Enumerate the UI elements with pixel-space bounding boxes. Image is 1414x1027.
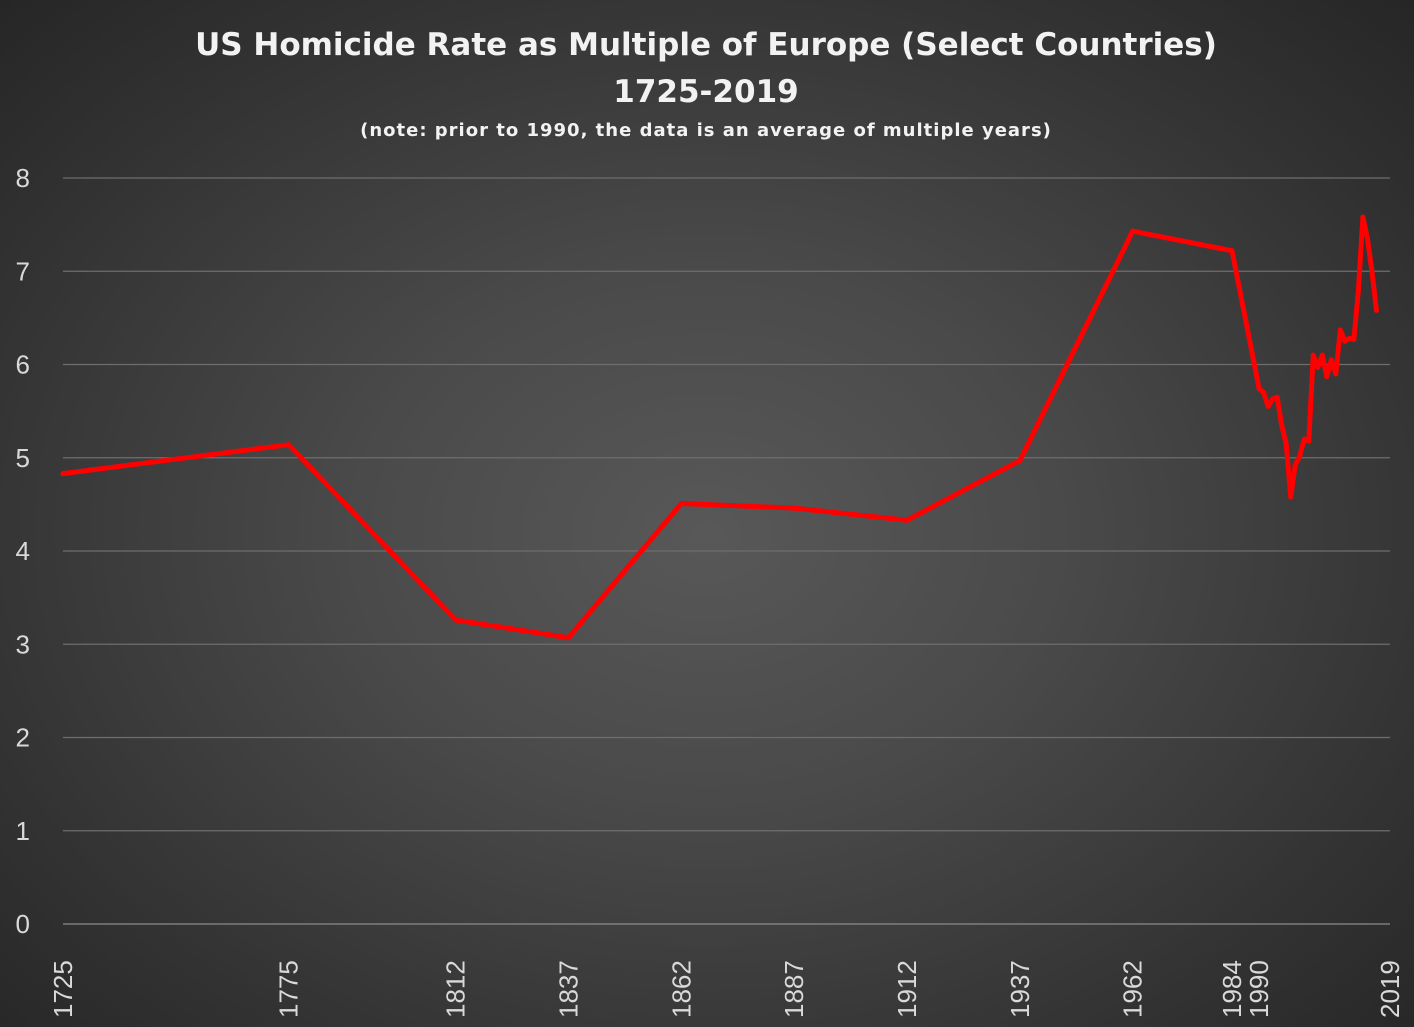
y-tick-label: 3 — [16, 629, 30, 659]
data-point — [1261, 389, 1267, 395]
data-point — [60, 471, 66, 477]
data-point — [1297, 453, 1303, 459]
chart-subtitle: 1725-2019 — [613, 74, 798, 110]
data-point — [1017, 458, 1023, 464]
data-point — [678, 500, 684, 506]
x-tick-label: 1887 — [779, 960, 809, 1018]
x-tick-label: 1984 — [1217, 960, 1247, 1018]
data-point — [1337, 327, 1343, 333]
y-tick-label: 8 — [16, 163, 30, 193]
data-point — [453, 617, 459, 623]
x-tick-label: 1837 — [554, 960, 584, 1018]
y-tick-label: 1 — [16, 816, 30, 846]
x-axis: 1725 1775 1812 1837 1862 1887 1912 1937 1962 1984… — [48, 960, 1405, 1018]
data-point — [1310, 352, 1316, 358]
series-layer — [60, 214, 1379, 641]
x-tick-label: 1812 — [441, 960, 471, 1018]
data-point — [1292, 462, 1298, 468]
data-point — [1355, 287, 1361, 293]
gridlines — [63, 177, 1390, 925]
x-tick-label: 2019 — [1375, 960, 1405, 1018]
x-tick-label: 1990 — [1244, 960, 1274, 1018]
data-point — [1333, 371, 1339, 377]
data-point — [1270, 396, 1276, 402]
y-axis: 0 1 2 3 4 5 6 7 8 — [16, 163, 30, 939]
data-point — [1279, 422, 1285, 428]
data-point — [1315, 364, 1321, 370]
data-point — [1283, 441, 1289, 447]
series-line-0 — [60, 214, 1379, 641]
data-point — [566, 635, 572, 641]
data-point — [791, 505, 797, 511]
data-point — [904, 517, 910, 523]
x-tick-label: 1775 — [274, 960, 304, 1018]
data-point — [1342, 338, 1348, 344]
y-tick-label: 4 — [16, 536, 30, 566]
x-tick-label: 1862 — [666, 960, 696, 1018]
data-point — [1265, 403, 1271, 409]
data-point — [1288, 494, 1294, 500]
data-point — [1306, 438, 1312, 444]
x-tick-label: 1725 — [48, 960, 78, 1018]
data-point — [1256, 386, 1262, 392]
x-tick-label: 1962 — [1118, 960, 1148, 1018]
data-point — [1130, 228, 1136, 234]
data-point — [1360, 214, 1366, 220]
data-point — [1229, 248, 1235, 254]
data-point — [1274, 394, 1280, 400]
data-point — [1351, 336, 1357, 342]
data-point — [1319, 352, 1325, 358]
y-tick-label: 2 — [16, 723, 30, 753]
chart-title: US Homicide Rate as Multiple of Europe (… — [195, 27, 1217, 63]
y-tick-label: 7 — [16, 256, 30, 286]
x-tick-label: 1912 — [892, 960, 922, 1018]
data-point — [1373, 307, 1379, 313]
y-tick-label: 6 — [16, 350, 30, 380]
data-point — [1301, 436, 1307, 442]
data-point — [1346, 335, 1352, 341]
data-point — [1364, 236, 1370, 242]
y-tick-label: 5 — [16, 443, 30, 473]
y-tick-label: 0 — [16, 909, 30, 939]
data-point — [1328, 357, 1334, 363]
data-point — [1324, 374, 1330, 380]
data-point — [1369, 268, 1375, 274]
x-tick-label: 1937 — [1005, 960, 1035, 1018]
chart-note: (note: prior to 1990, the data is an ave… — [360, 120, 1052, 141]
data-point — [286, 442, 292, 448]
